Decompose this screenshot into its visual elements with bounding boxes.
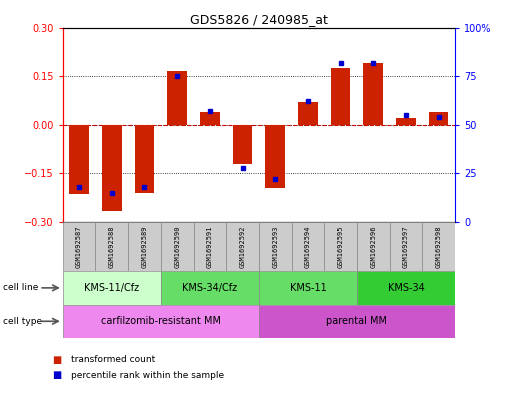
Bar — [128, 222, 161, 271]
Bar — [259, 271, 357, 305]
Bar — [298, 102, 318, 125]
Text: cell type: cell type — [3, 317, 42, 326]
Bar — [324, 222, 357, 271]
Bar — [95, 222, 128, 271]
Bar — [69, 125, 89, 195]
Bar — [363, 63, 383, 125]
Bar — [390, 222, 423, 271]
Text: GSM1692588: GSM1692588 — [109, 226, 115, 268]
Bar — [161, 271, 259, 305]
Text: ■: ■ — [52, 354, 62, 365]
Text: GSM1692587: GSM1692587 — [76, 226, 82, 268]
Bar — [63, 271, 161, 305]
Text: GSM1692590: GSM1692590 — [174, 226, 180, 268]
Text: carfilzomib-resistant MM: carfilzomib-resistant MM — [101, 316, 221, 326]
Text: KMS-34: KMS-34 — [388, 283, 424, 293]
Bar — [167, 71, 187, 125]
Text: GSM1692595: GSM1692595 — [338, 226, 344, 268]
Bar — [357, 271, 455, 305]
Bar — [292, 222, 324, 271]
Bar — [266, 125, 285, 188]
Bar — [259, 305, 455, 338]
Bar — [161, 222, 194, 271]
Bar — [357, 222, 390, 271]
Bar — [134, 125, 154, 193]
Text: GSM1692598: GSM1692598 — [436, 226, 441, 268]
Bar — [63, 305, 259, 338]
Bar — [200, 112, 220, 125]
Text: GSM1692589: GSM1692589 — [142, 226, 147, 268]
Bar — [396, 118, 416, 125]
Title: GDS5826 / 240985_at: GDS5826 / 240985_at — [190, 13, 328, 26]
Text: transformed count: transformed count — [71, 355, 155, 364]
Bar — [423, 222, 455, 271]
Bar — [226, 222, 259, 271]
Text: GSM1692596: GSM1692596 — [370, 226, 376, 268]
Text: cell line: cell line — [3, 283, 38, 292]
Bar — [259, 222, 292, 271]
Text: percentile rank within the sample: percentile rank within the sample — [71, 371, 224, 380]
Bar — [63, 222, 95, 271]
Text: parental MM: parental MM — [326, 316, 388, 326]
Bar — [194, 222, 226, 271]
Text: GSM1692594: GSM1692594 — [305, 226, 311, 268]
Text: ■: ■ — [52, 370, 62, 380]
Bar — [233, 125, 252, 163]
Text: KMS-11: KMS-11 — [290, 283, 326, 293]
Text: GSM1692593: GSM1692593 — [272, 226, 278, 268]
Bar — [429, 112, 448, 125]
Text: GSM1692597: GSM1692597 — [403, 226, 409, 268]
Text: KMS-11/Cfz: KMS-11/Cfz — [84, 283, 139, 293]
Bar — [331, 68, 350, 125]
Bar — [102, 125, 121, 211]
Text: GSM1692591: GSM1692591 — [207, 226, 213, 268]
Text: GSM1692592: GSM1692592 — [240, 226, 245, 268]
Text: KMS-34/Cfz: KMS-34/Cfz — [183, 283, 237, 293]
